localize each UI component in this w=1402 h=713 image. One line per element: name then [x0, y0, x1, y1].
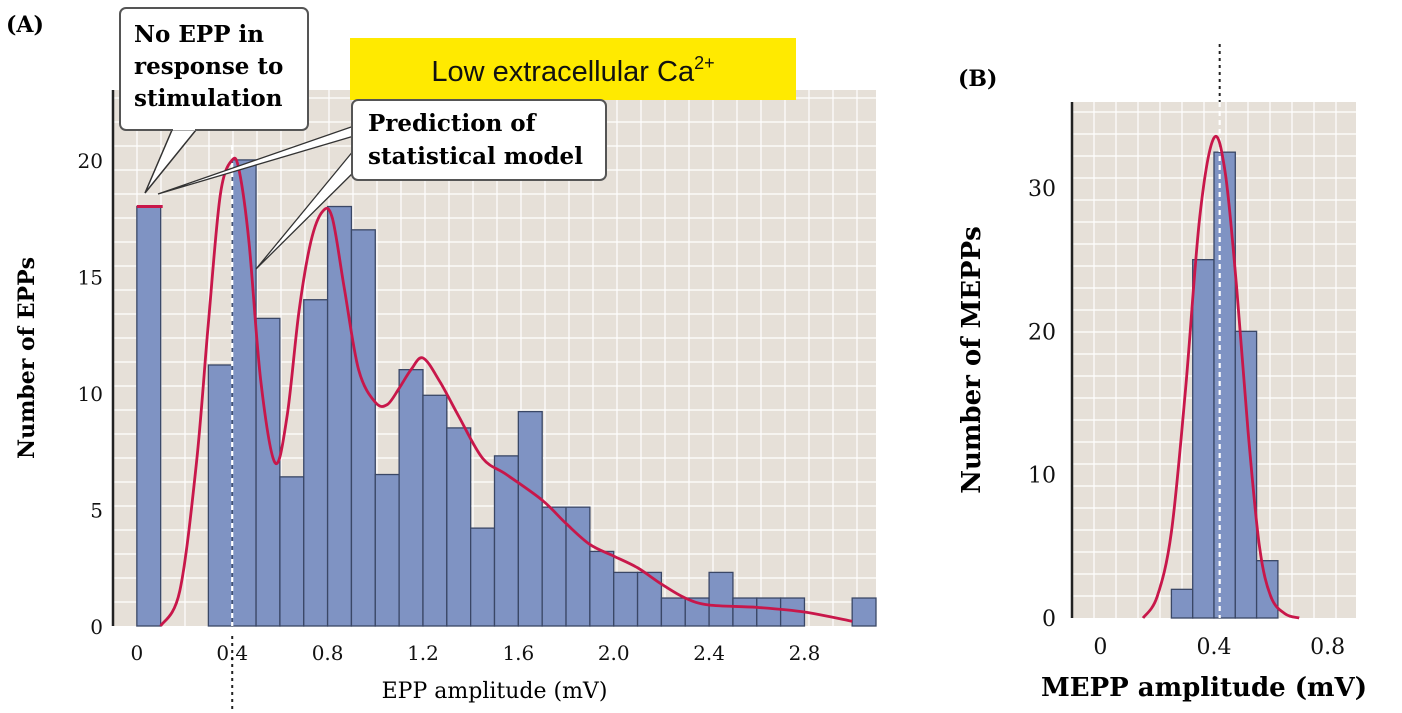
- histogram-bar: [374, 473, 400, 627]
- panel-a-bars: [136, 159, 877, 627]
- x-tick-label: 0.8: [312, 641, 344, 665]
- histogram-bar: [207, 364, 233, 627]
- histogram-bar: [398, 369, 424, 627]
- y-tick-label: 15: [78, 265, 103, 289]
- histogram-bar: [136, 205, 162, 627]
- histogram-bar: [708, 571, 734, 627]
- banner-text: Low extracellular Ca2+: [431, 53, 714, 88]
- histogram-bar: [326, 205, 353, 627]
- histogram-bar: [756, 597, 782, 627]
- histogram-bar: [279, 476, 305, 627]
- panel-b-axes: [1070, 44, 1221, 618]
- callout-no-epp: No EPP in response to stimulation: [119, 7, 309, 194]
- histogram-bar: [589, 550, 615, 627]
- histogram-bar: [1170, 588, 1194, 619]
- panel-b-x-label: MEPP amplitude (mV): [1041, 673, 1367, 703]
- histogram-bar: [350, 229, 376, 627]
- panel-a-model-curve: [159, 156, 853, 627]
- histogram-bar: [1192, 259, 1215, 619]
- panel-a-chart: 0 0.4 0.8 1.2 1.6 2.0 2.4 2.8 0 5 10 15 20 EPP ampl…: [14, 90, 877, 712]
- panel-a-x-label: EPP amplitude (mV): [382, 679, 608, 704]
- panel-a-axes: [111, 90, 234, 712]
- callout-no-epp-line2: response to: [134, 53, 283, 80]
- y-tick-label: 20: [1028, 320, 1056, 345]
- x-tick-label: 2.8: [789, 641, 821, 665]
- histogram-bar: [851, 597, 877, 627]
- panel-a-x-ticks: 0 0.4 0.8 1.2 1.6 2.0 2.4 2.8: [130, 641, 820, 665]
- histogram-bar: [732, 597, 758, 627]
- y-tick-label: 0: [90, 615, 103, 639]
- condition-banner: Low extracellular Ca2+: [350, 38, 796, 100]
- x-tick-label: 0: [130, 641, 143, 665]
- x-tick-label: 0: [1093, 635, 1107, 660]
- callout-no-epp-line3: stimulation: [134, 85, 283, 112]
- x-tick-label: 2.4: [693, 641, 725, 665]
- histogram-bar: [231, 159, 257, 627]
- histogram-bar: [422, 394, 448, 627]
- panel-b-label: (B): [958, 66, 997, 92]
- histogram-bar: [660, 597, 686, 627]
- panel-b-y-label: Number of MEPPs: [957, 226, 987, 494]
- panel-b-chart: 0 0.4 0.8 0 10 20 30 MEPP amplitude (mV) Numb…: [957, 44, 1367, 703]
- panel-a-label: (A): [6, 12, 44, 38]
- histogram-bar: [613, 571, 639, 627]
- x-tick-label: 1.6: [502, 641, 534, 665]
- panel-b-y-ticks: 0 10 20 30: [1028, 177, 1056, 632]
- histogram-bar: [1234, 330, 1258, 619]
- histogram-bar: [517, 410, 543, 627]
- histogram-bar: [446, 427, 472, 627]
- x-tick-label: 0.4: [216, 641, 248, 665]
- x-tick-label: 2.0: [598, 641, 630, 665]
- y-tick-label: 20: [78, 149, 103, 173]
- callout-prediction: Prediction of statistical model: [157, 99, 607, 270]
- histogram-bar: [303, 299, 329, 627]
- callout-prediction-line1: Prediction of: [368, 110, 538, 137]
- panel-a-y-label: Number of EPPs: [14, 257, 40, 459]
- panel-b-model-curve: [1141, 134, 1300, 620]
- panel-b-x-ticks: 0 0.4 0.8: [1093, 635, 1345, 660]
- callout-prediction-box: [351, 99, 607, 181]
- y-tick-label: 10: [1028, 464, 1056, 489]
- y-tick-label: 0: [1042, 607, 1056, 632]
- histogram-bar: [541, 506, 567, 627]
- y-tick-label: 5: [90, 498, 103, 522]
- y-tick-label: 30: [1028, 177, 1056, 202]
- callout-prediction-line2: statistical model: [368, 143, 583, 170]
- y-tick-label: 10: [78, 382, 103, 406]
- histogram-bar: [470, 527, 496, 627]
- panel-a-y-ticks: 0 5 10 15 20: [78, 149, 103, 639]
- x-tick-label: 1.2: [407, 641, 439, 665]
- callout-no-epp-line1: No EPP in: [134, 21, 264, 48]
- banner-background: [350, 38, 796, 100]
- callout-no-epp-box: [119, 7, 309, 131]
- x-tick-label: 0.4: [1197, 635, 1232, 660]
- x-tick-label: 0.8: [1310, 635, 1345, 660]
